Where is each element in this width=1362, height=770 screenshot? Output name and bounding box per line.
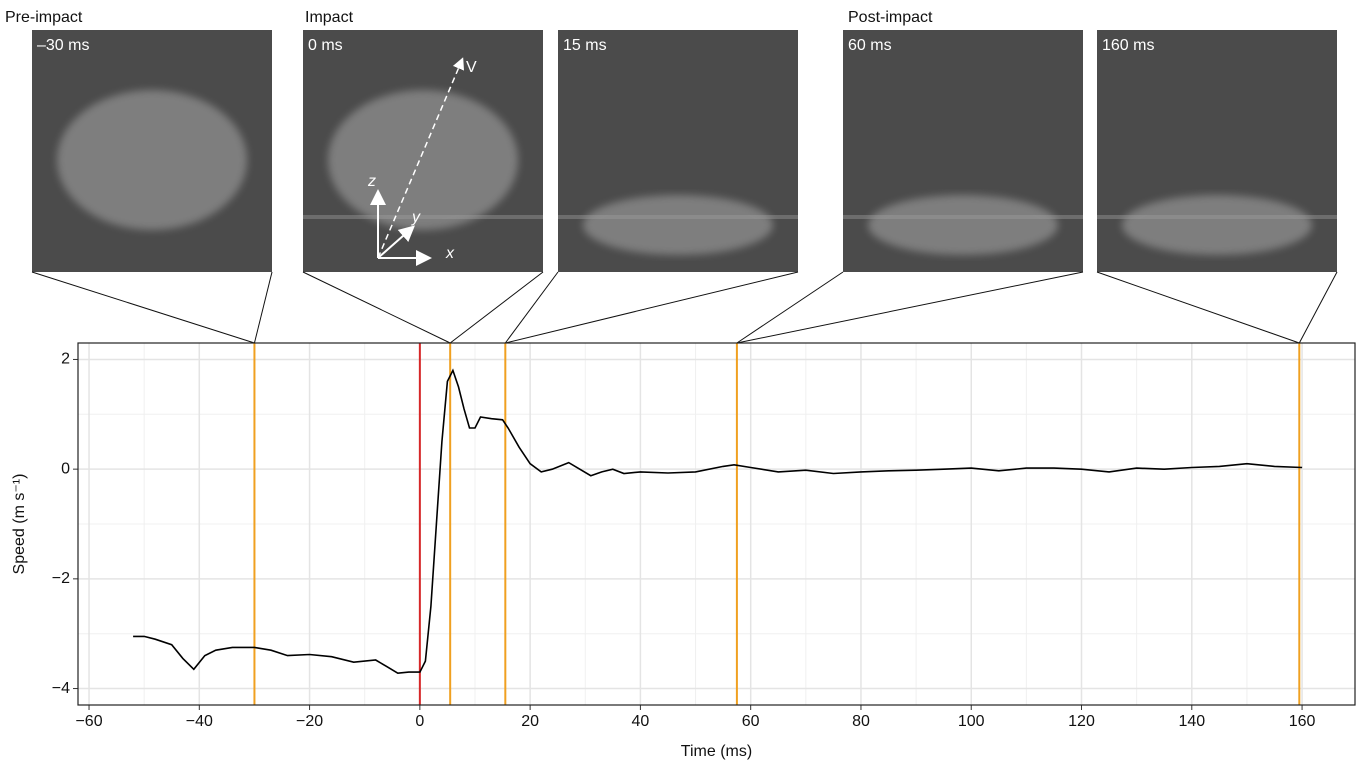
connector [736,271,1084,344]
frame-label: –30 ms [37,37,89,54]
velocity-arrow [377,57,465,259]
x-tick-label: 20 [521,713,539,730]
photos: –30 ms 0 ms 15 ms 60 ms 160 ms [31,30,1338,344]
frame-label: 60 ms [848,37,892,54]
connector [1298,271,1338,344]
y-tick-label: −2 [52,570,70,587]
frame-label: 0 ms [308,37,343,54]
x-tick-label: 160 [1289,713,1316,730]
connector [736,271,844,344]
group-label: Pre-impact [5,9,83,26]
x-tick-label: 40 [632,713,650,730]
group-label: Post-impact [848,9,933,26]
y-tick-label: −4 [52,680,70,697]
x-tick-label: −60 [75,713,102,730]
connector [31,271,255,344]
speed-line [133,368,1303,675]
insect [1122,195,1312,255]
frame-label: 160 ms [1102,37,1154,54]
y-tick-label: 2 [61,351,70,368]
connector [505,271,799,344]
x-tick-label: 60 [742,713,760,730]
x-tick-label: 80 [852,713,870,730]
insect [328,90,518,230]
x-tick-label: 120 [1068,713,1095,730]
axis-label: x [445,245,455,262]
y-axis-label: Speed (m s⁻¹) [11,474,28,575]
x-tick-label: 140 [1178,713,1205,730]
connector [504,271,559,344]
axis-label: y [411,209,421,226]
x-tick-label: 100 [958,713,985,730]
axis-label: V [466,59,477,76]
connector [302,271,451,344]
insect [57,90,247,230]
group-label: Impact [305,9,354,26]
axis-arrow [377,225,415,259]
connector [1096,271,1300,344]
plot-frame [77,342,1356,706]
x-tick-label: −20 [296,713,323,730]
insect [583,195,773,255]
connector [449,271,544,344]
connector [253,271,273,344]
x-tick-label: 0 [415,713,424,730]
insect [868,195,1058,255]
frame-label: 15 ms [563,37,607,54]
axis-label: z [367,173,376,190]
x-tick-label: −40 [186,713,213,730]
x-axis-label: Time (ms) [681,743,752,760]
y-tick-label: 0 [61,460,70,477]
